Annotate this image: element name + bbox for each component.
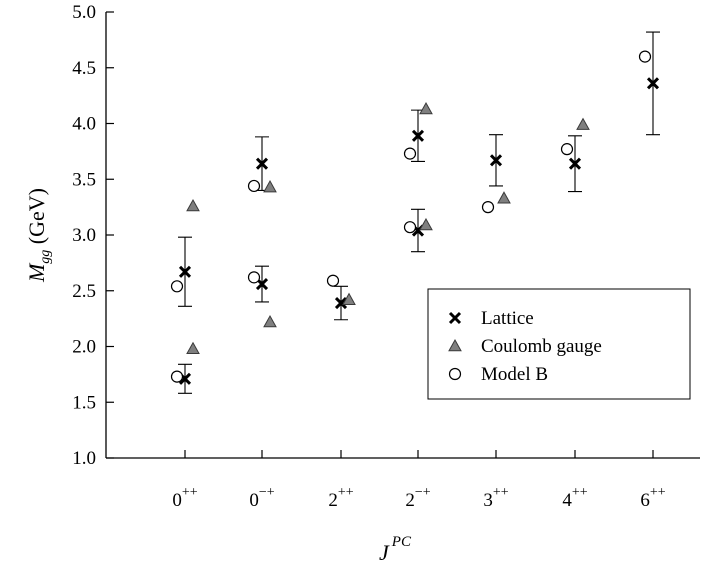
coulomb-gauge-point <box>497 191 511 204</box>
x-tick-label-sup: ++ <box>493 485 509 500</box>
lattice-point <box>178 265 192 278</box>
model-b-point <box>481 201 495 214</box>
x-tick-label: 2++ <box>328 485 353 511</box>
x-tick-label-sup: −+ <box>415 485 431 500</box>
y-axis-title-sub: gg <box>38 250 53 264</box>
x-tick-label-base: 0 <box>172 490 182 511</box>
model-b-point <box>170 280 184 293</box>
legend-box <box>427 288 691 400</box>
legend-label: Lattice <box>481 308 534 329</box>
coulomb-gauge-point <box>419 101 433 115</box>
model-b-point <box>326 274 340 287</box>
y-tick-label: 2.5 <box>72 281 96 302</box>
x-tick-label-sup: ++ <box>572 485 588 500</box>
legend-label: Model B <box>481 364 548 385</box>
x-axis-title-main: J <box>379 540 390 565</box>
x-tick-label-base: 4 <box>562 490 572 511</box>
legend-model-b-marker <box>448 367 462 381</box>
coulomb-gauge-point <box>576 117 590 130</box>
x-axis-title: J PC <box>379 534 412 565</box>
y-tick-label: 2.0 <box>72 337 96 358</box>
x-tick-label-base: 0 <box>249 490 259 511</box>
y-axis-title: Mgg (GeV) <box>24 188 53 283</box>
y-ticks: 1.0 1.5 2.0 2.5 3.0 3.5 4.0 4.5 5.0 <box>72 2 114 469</box>
lattice-point <box>334 296 348 310</box>
y-axis-title-main: M <box>24 262 49 283</box>
legend-items: Lattice Coulomb gauge Model B <box>448 308 602 385</box>
coulomb-gauge-point <box>263 180 277 193</box>
x-tick-label-sup: −+ <box>259 485 275 500</box>
lattice-point <box>255 157 269 170</box>
model-b-point <box>560 143 574 156</box>
x-tick-label-sup: ++ <box>182 485 198 500</box>
lattice-point <box>411 129 425 142</box>
model-b-point <box>247 179 261 193</box>
x-axis-title-sup: PC <box>391 534 412 550</box>
coulomb-gauge-point <box>263 314 277 328</box>
lattice-point <box>448 311 462 325</box>
x-tick-label: 0++ <box>172 485 197 511</box>
y-axis-title-text: Mgg (GeV) <box>24 188 53 283</box>
coulomb-gauge-point <box>419 217 433 231</box>
y-tick-label: 3.5 <box>72 169 96 190</box>
legend-coulomb-marker <box>448 338 462 352</box>
y-tick-label: 3.0 <box>72 225 96 246</box>
series-triangle <box>186 101 590 355</box>
x-tick-label-base: 3 <box>483 490 493 511</box>
model-b-point <box>403 147 417 160</box>
y-tick-label: 1.0 <box>72 448 96 469</box>
y-tick-label: 4.5 <box>72 58 96 79</box>
x-tick-label: 4++ <box>562 485 587 511</box>
model-b-point <box>403 221 417 234</box>
y-tick-label: 1.5 <box>72 392 96 413</box>
y-tick-label: 5.0 <box>72 2 96 23</box>
x-tick-label: 0−+ <box>249 485 274 511</box>
x-tick-label-base: 2 <box>328 490 338 511</box>
legend: Lattice Coulomb gauge Model B <box>427 288 691 400</box>
x-tick-label: 6++ <box>640 485 665 511</box>
coulomb-gauge-point <box>342 292 356 305</box>
series-x <box>178 31 660 394</box>
model-b-point <box>170 370 184 383</box>
model-b-point <box>638 50 652 63</box>
x-tick-label: 3++ <box>483 485 508 511</box>
lattice-point <box>489 154 503 167</box>
x-tick-label-sup: ++ <box>338 485 354 500</box>
series-layer <box>170 31 660 394</box>
x-tick-label: 2−+ <box>405 485 430 511</box>
coulomb-gauge-point <box>186 341 200 355</box>
x-tick-label-base: 2 <box>405 490 415 511</box>
series-circle <box>170 50 652 383</box>
x-ticks: 0++ 0−+ 2++ 2−+ 3++ 4++ 6++ <box>172 450 666 511</box>
legend-label: Coulomb gauge <box>481 336 602 357</box>
model-b-point <box>247 271 261 284</box>
y-tick-label: 4.0 <box>72 114 96 135</box>
lattice-point <box>646 77 660 90</box>
y-axis-title-unit: (GeV) <box>24 188 49 250</box>
lattice-point <box>568 157 582 170</box>
x-tick-label-base: 6 <box>640 490 650 511</box>
x-tick-label-sup: ++ <box>650 485 666 500</box>
coulomb-gauge-point <box>186 198 200 212</box>
